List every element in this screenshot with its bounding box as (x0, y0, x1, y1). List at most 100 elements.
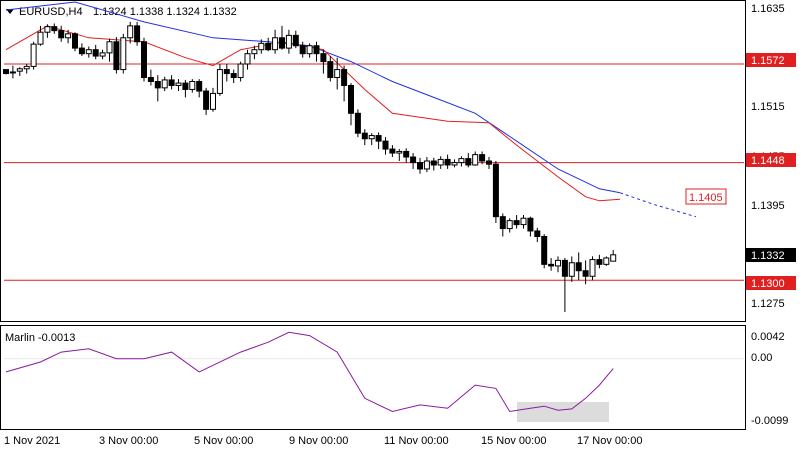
bear-candle-body (182, 82, 189, 90)
bear-candle-body (299, 45, 306, 55)
indicator-label: Marlin -0.0013 (5, 332, 75, 344)
level-price-box (746, 153, 796, 167)
level-price-label: 1.1572 (751, 55, 785, 67)
bull-candle-body (555, 259, 561, 267)
time-tick: 1 Nov 2021 (4, 435, 60, 447)
bear-candle-body (154, 81, 161, 89)
bull-candle-body (210, 92, 216, 110)
bear-candle-body (58, 30, 65, 39)
level-price-box (746, 276, 796, 290)
time-tick: 5 Nov 00:00 (194, 435, 253, 447)
bear-candle-body (575, 262, 582, 272)
bear-candle-body (92, 49, 99, 57)
bull-candle-body (285, 34, 292, 49)
price-tick: 1.1515 (751, 101, 785, 113)
bear-candle-body (313, 45, 320, 55)
bear-candle-body (72, 33, 78, 49)
bull-candle-body (23, 65, 30, 70)
bear-candle-body (141, 41, 147, 79)
indicator-tick: 0.0042 (751, 331, 785, 343)
bear-candle-body (361, 132, 368, 140)
indicator-axis: 0.0042 0.00 -0.0099 (751, 331, 788, 427)
bull-candle-body (334, 69, 341, 79)
bull-candle-body (368, 135, 375, 140)
bull-candle-body (16, 68, 23, 72)
bull-candle-body (244, 53, 251, 65)
level-price-box (746, 53, 796, 67)
bull-candle-body (44, 26, 51, 33)
bear-candle-body (534, 230, 541, 238)
bull-candle-body (458, 158, 465, 164)
current-price-box (746, 248, 796, 262)
bear-candle-body (513, 220, 520, 226)
bear-candle-body (527, 217, 534, 232)
bear-candle-body (320, 53, 327, 63)
bear-candle-body (230, 73, 237, 79)
candlesticks (3, 21, 617, 313)
marlin-line (5, 331, 614, 413)
bull-candle-body (106, 41, 113, 54)
bear-candle-body (430, 160, 437, 166)
bear-candle-body (596, 259, 603, 265)
bear-candle-body (3, 69, 9, 75)
time-tick: 11 Nov 00:00 (384, 435, 449, 447)
slow-ma-line (5, 1, 621, 194)
current-price-label: 1.1332 (751, 250, 785, 262)
divergence-highlight-box (517, 402, 609, 422)
main-chart-frame (0, 0, 746, 322)
level-price-label: 1.1300 (751, 278, 785, 290)
bear-candle-body (465, 158, 472, 166)
slow-ma-projection (619, 192, 697, 218)
bull-candle-body (9, 71, 16, 74)
time-tick: 17 Nov 00:00 (577, 435, 642, 447)
bull-candle-body (451, 162, 458, 166)
bull-candle-body (396, 150, 403, 154)
bull-candle-body (120, 37, 127, 71)
bear-candle-body (389, 148, 396, 154)
bull-candle-body (189, 81, 196, 90)
bear-candle-body (78, 47, 85, 55)
bear-candle-body (375, 135, 382, 142)
bull-candle-body (589, 259, 596, 277)
bull-candle-body (437, 158, 444, 166)
bear-candle-body (134, 25, 141, 43)
bear-candle-body (486, 160, 492, 165)
bear-candle-body (541, 236, 548, 265)
horizontal-levels (4, 63, 744, 281)
indicator-frame (0, 325, 746, 430)
level-price-label: 1.1448 (751, 155, 785, 167)
bear-candle-body (327, 61, 334, 79)
bear-candle-body (147, 77, 154, 83)
bull-candle-body (237, 63, 244, 79)
bear-candle-body (492, 163, 499, 218)
bull-candle-body (506, 220, 513, 230)
bear-candle-body (354, 112, 361, 134)
bear-candle-body (113, 41, 120, 71)
bull-candle-body (30, 43, 37, 67)
bear-candle-body (499, 216, 506, 230)
bull-candle-body (306, 45, 313, 55)
price-tick: 1.1275 (751, 298, 785, 310)
bull-candle-body (37, 31, 44, 45)
price-tick: 1.1395 (751, 200, 785, 212)
bear-candle-body (279, 37, 285, 49)
bear-candle-body (548, 263, 555, 267)
bear-candle-body (348, 84, 354, 114)
time-axis: 1 Nov 2021 3 Nov 00:00 5 Nov 00:00 9 Nov… (4, 435, 642, 447)
bear-candle-body (265, 42, 272, 51)
bull-candle-body (272, 37, 279, 51)
bull-candle-body (127, 25, 134, 39)
bear-candle-body (168, 79, 175, 86)
bull-candle-body (99, 52, 106, 57)
indicator-tick: 0.00 (751, 352, 772, 364)
bear-candle-body (561, 259, 568, 277)
bear-candle-body (479, 154, 486, 162)
bull-candle-body (216, 69, 223, 94)
bear-candle-body (410, 156, 417, 164)
time-tick: 15 Nov 00:00 (481, 435, 546, 447)
ohlc-readout: 1.1324 1.1338 1.1324 1.1332 (93, 6, 237, 18)
bull-candle-body (610, 254, 617, 262)
symbol-label: EURUSD,H4 (19, 6, 83, 18)
